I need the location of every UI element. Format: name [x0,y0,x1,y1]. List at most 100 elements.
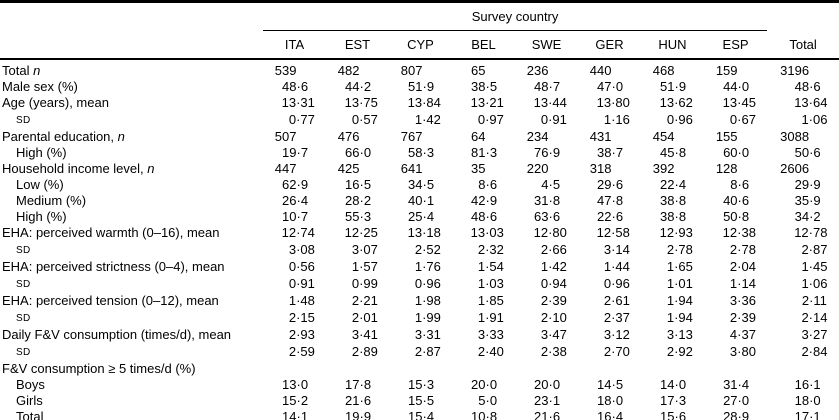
data-cell [515,361,578,377]
data-cell: 3·36 [729,293,756,308]
total-cell: 2·14 [801,310,828,325]
data-cell: 13·03 [470,225,504,240]
data-cell: 2·78 [666,242,693,257]
total-cell: 12·78 [794,225,828,240]
data-cell: 15·2 [282,393,309,408]
data-cell: 482 [337,63,360,78]
data-cell: 38·7 [597,145,624,160]
data-cell: 23·1 [534,393,561,408]
row-label: High (%) [16,145,67,160]
data-cell: 40·1 [408,193,435,208]
table-row: Boys 13·0 17·8 15·3 20·0 20·0 14·5 14·0 31·4 16·1 [0,377,839,393]
data-cell: 2·39 [729,310,756,325]
data-cell: 1·44 [603,259,630,274]
data-cell: 2·61 [603,293,630,308]
table-row: Male sex (%) 48·6 44·2 51·9 38·5 48·7 47·0 51·9… [0,79,839,95]
data-cell: 10·7 [282,209,309,224]
data-cell: 3·07 [351,242,378,257]
column-header-esp: ESP [704,30,768,60]
data-cell: 0·97 [477,112,504,127]
data-cell: 13·84 [407,95,441,110]
total-cell: 1·45 [801,259,828,274]
data-cell: 807 [400,63,423,78]
data-cell: 3·41 [351,327,378,342]
data-cell: 28·2 [345,193,372,208]
column-header-est: EST [326,30,389,60]
data-cell: 0·67 [729,112,756,127]
data-cell: 13·62 [659,95,693,110]
data-cell: 1·94 [666,293,693,308]
data-cell [578,361,641,377]
data-cell: 76·9 [534,145,561,160]
data-cell: 66·0 [345,145,372,160]
data-cell: 0·57 [351,112,378,127]
total-cell: 2606 [780,161,810,176]
data-cell: 38·5 [471,79,498,94]
table-row: SD 0·91 0·99 0·96 1·03 0·94 0·96 1·01 1·14 1·06 [0,275,839,293]
data-cell: 1·98 [414,293,441,308]
data-cell: 0·96 [414,276,441,291]
total-cell: 17·1 [794,409,821,420]
data-cell: 40·6 [723,193,750,208]
data-cell: 2·59 [288,344,315,359]
data-cell: 63·6 [534,209,561,224]
data-cell: 2·01 [351,310,378,325]
table-body: Total n 539 482 807 65 236 440 468 159 3196 Male s… [0,59,839,420]
data-cell: 20·0 [534,377,561,392]
data-cell: 15·4 [408,409,435,420]
data-cell: 2·38 [540,344,567,359]
data-cell: 47·0 [597,79,624,94]
data-cell: 62·9 [282,177,309,192]
data-cell: 13·31 [281,95,315,110]
data-cell: 10·8 [471,409,498,420]
data-cell: 38·8 [660,209,687,224]
table-row: SD 0·77 0·57 1·42 0·97 0·91 1·16 0·96 0·67 1·06 [0,111,839,129]
data-cell: 4·5 [541,177,561,192]
data-cell: 13·18 [407,225,441,240]
data-cell [326,361,389,377]
data-cell: 1·42 [414,112,441,127]
data-cell: 16·4 [597,409,624,420]
data-cell: 19·9 [345,409,372,420]
data-cell: 51·9 [660,79,687,94]
data-cell: 17·3 [660,393,687,408]
total-cell: 3088 [780,129,810,144]
data-cell [641,361,704,377]
data-cell: 5·0 [478,393,498,408]
data-cell: 2·89 [351,344,378,359]
column-header-swe: SWE [515,30,578,60]
column-header-bel: BEL [452,30,515,60]
data-cell: 58·3 [408,145,435,160]
data-cell: 0·77 [288,112,315,127]
row-label: Age (years), mean [2,95,109,110]
data-cell: 12·74 [281,225,315,240]
data-cell: 468 [652,63,675,78]
table-row: Girls 15·2 21·6 15·5 5·0 23·1 18·0 17·3 27·0 18·0 [0,393,839,409]
table-row: Total n 539 482 807 65 236 440 468 159 3196 [0,59,839,79]
total-cell: 13·64 [794,95,828,110]
data-cell: 4·37 [729,327,756,342]
data-cell: 2·87 [414,344,441,359]
row-label: High (%) [16,209,67,224]
data-cell: 1·91 [477,310,504,325]
table-row: EHA: perceived tension (0–12), mean 1·48 2… [0,293,839,309]
data-cell: 2·39 [540,293,567,308]
data-cell: 12·25 [344,225,378,240]
data-cell: 34·5 [408,177,435,192]
data-cell: 18·0 [597,393,624,408]
row-label: Low (%) [16,177,64,192]
data-cell: 1·99 [414,310,441,325]
data-cell: 0·56 [288,259,315,274]
data-cell: 0·96 [603,276,630,291]
data-cell: 507 [274,129,297,144]
total-cell: 2·11 [801,293,827,308]
data-cell [452,361,515,377]
data-cell: 21·6 [345,393,372,408]
table-row: High (%) 10·7 55·3 25·4 48·6 63·6 22·6 38·8 50·8… [0,209,839,225]
row-label: SD [16,245,31,256]
data-cell: 45·8 [660,145,687,160]
column-header-row: ITA EST CYP BEL SWE GER HUN ESP Total [0,30,839,60]
data-cell: 20·0 [471,377,498,392]
